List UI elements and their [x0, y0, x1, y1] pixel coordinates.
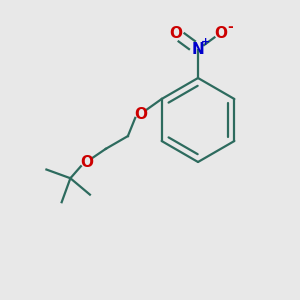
Text: +: +	[201, 37, 210, 47]
Text: O: O	[214, 26, 227, 40]
Text: O: O	[134, 106, 147, 122]
Text: O: O	[169, 26, 182, 40]
Text: N: N	[192, 42, 204, 57]
Text: -: -	[227, 20, 233, 34]
Text: O: O	[80, 155, 93, 170]
